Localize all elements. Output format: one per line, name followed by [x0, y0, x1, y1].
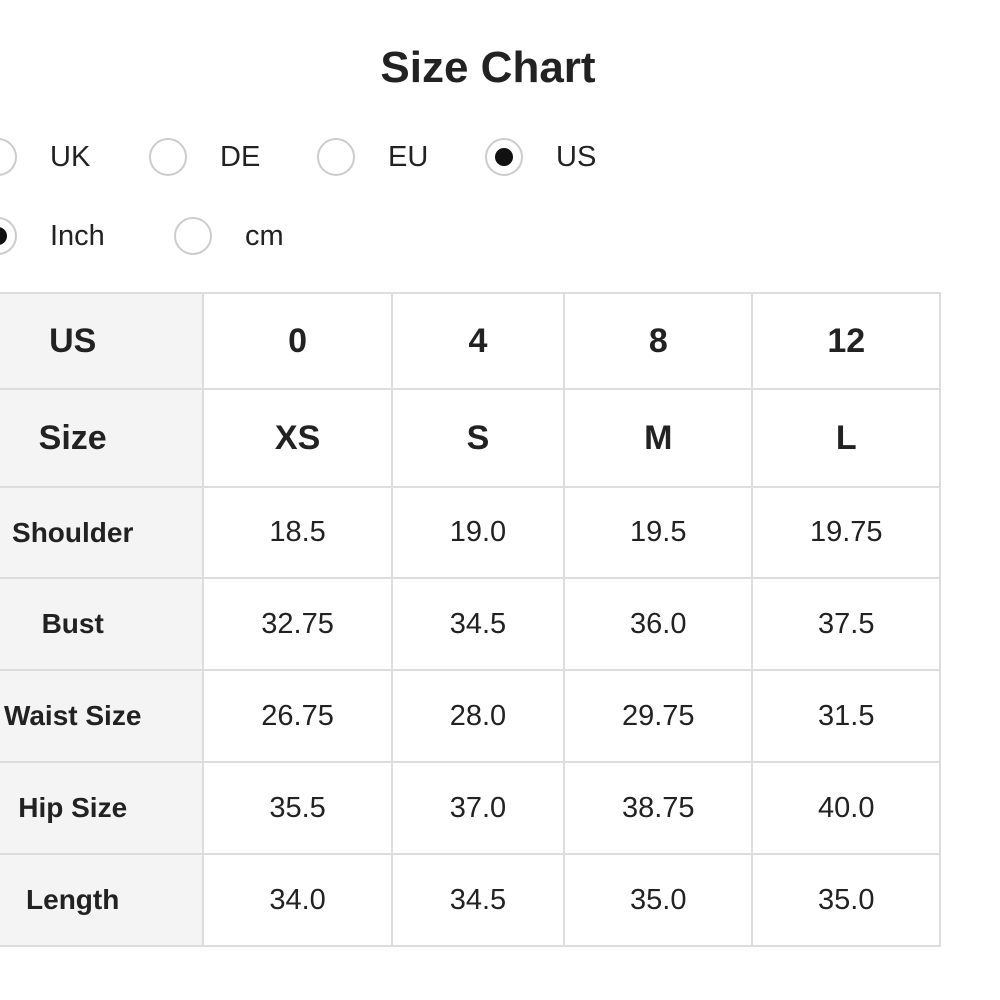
- radio-button[interactable]: [485, 138, 523, 176]
- cell: M: [563, 388, 754, 488]
- cell: 29.75: [563, 669, 754, 763]
- cell: 26.75: [202, 669, 393, 763]
- row-header: Shoulder: [0, 486, 205, 579]
- row-header: Waist Size: [0, 669, 205, 763]
- cell: 34.5: [390, 853, 566, 947]
- radio-label[interactable]: Inch: [50, 220, 105, 252]
- cell: 38.75: [563, 761, 754, 855]
- row-header: US: [0, 292, 205, 390]
- cell: 19.75: [751, 486, 941, 579]
- cell: 31.5: [751, 669, 941, 763]
- table-row: Shoulder 18.5 19.0 19.5 19.75: [0, 486, 941, 579]
- cell: 19.5: [563, 486, 754, 579]
- cell: L: [751, 388, 941, 488]
- table-row: Length 34.0 34.5 35.0 35.0: [0, 853, 941, 947]
- radio-label[interactable]: UK: [50, 141, 91, 173]
- row-header: Size: [0, 388, 205, 488]
- radio-button[interactable]: [149, 138, 187, 176]
- cell: 12: [751, 292, 941, 390]
- cell: 34.0: [202, 853, 393, 947]
- cell: XS: [202, 388, 393, 488]
- size-table: US 0 4 8 12 Size XS S M L Shoulder 18.5 19.0 19.5 19.7…: [0, 292, 941, 947]
- radio-label[interactable]: US: [556, 141, 597, 173]
- table-row: Size XS S M L: [0, 388, 941, 488]
- cell: 0: [202, 292, 393, 390]
- radio-label[interactable]: cm: [245, 220, 284, 252]
- row-header: Hip Size: [0, 761, 205, 855]
- radio-button[interactable]: [0, 138, 17, 176]
- cell: 32.75: [202, 577, 393, 671]
- cell: 18.5: [202, 486, 393, 579]
- table-row: Hip Size 35.5 37.0 38.75 40.0: [0, 761, 941, 855]
- row-header: Length: [0, 853, 205, 947]
- cell: 35.5: [202, 761, 393, 855]
- cell: 37.5: [751, 577, 941, 671]
- cell: 36.0: [563, 577, 754, 671]
- cell: 8: [563, 292, 754, 390]
- cell: 34.5: [390, 577, 566, 671]
- radio-button[interactable]: [0, 217, 17, 255]
- cell: 35.0: [563, 853, 754, 947]
- radio-label[interactable]: DE: [220, 141, 261, 173]
- cell: 28.0: [390, 669, 566, 763]
- cell: 35.0: [751, 853, 941, 947]
- radio-label[interactable]: EU: [388, 141, 429, 173]
- radio-button[interactable]: [317, 138, 355, 176]
- cell: 37.0: [390, 761, 566, 855]
- cell: S: [390, 388, 566, 488]
- row-header: Bust: [0, 577, 205, 671]
- radio-button[interactable]: [174, 217, 212, 255]
- title: Size Chart: [380, 43, 596, 92]
- table-row: US 0 4 8 12: [0, 292, 941, 390]
- cell: 40.0: [751, 761, 941, 855]
- table-row: Waist Size 26.75 28.0 29.75 31.5: [0, 669, 941, 763]
- cell: 19.0: [390, 486, 566, 579]
- table-row: Bust 32.75 34.5 36.0 37.5: [0, 577, 941, 671]
- cell: 4: [390, 292, 566, 390]
